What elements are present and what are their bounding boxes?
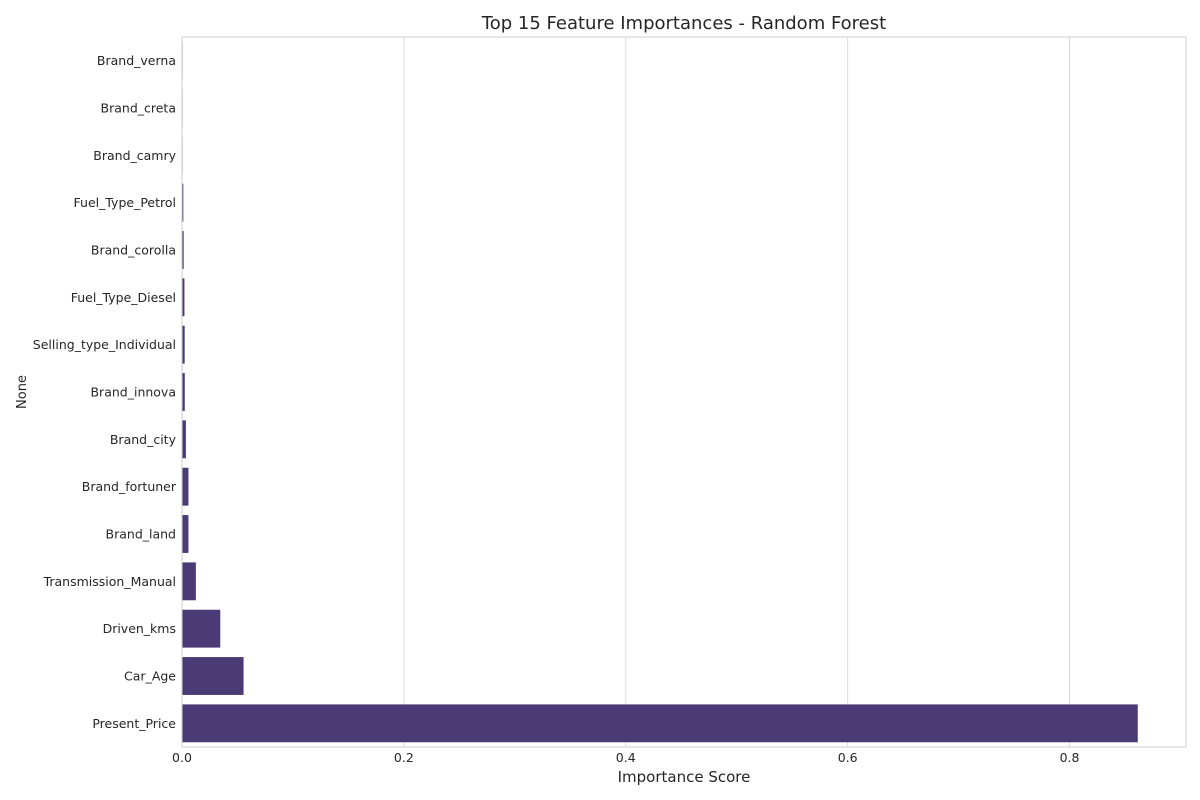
x-tick-label: 0.8	[1060, 750, 1080, 765]
y-tick-label: Brand_creta	[101, 101, 176, 116]
bar-fuel-type-diesel	[182, 278, 185, 317]
bar-brand-innova	[182, 373, 185, 411]
bar-brand-city	[182, 420, 186, 459]
x-tick-label: 0.6	[838, 750, 858, 765]
y-axis-title: None	[15, 375, 30, 409]
bar-brand-fortuner	[182, 467, 189, 506]
y-tick-label: Brand_camry	[93, 148, 176, 163]
grid-lines	[403, 37, 1071, 747]
y-tick-label: Driven_kms	[103, 621, 176, 636]
bar-present-price	[182, 704, 1138, 743]
y-tick-label: Brand_city	[110, 432, 177, 447]
y-tick-label: Brand_verna	[97, 53, 176, 68]
y-tick-label: Brand_fortuner	[82, 479, 177, 494]
x-tick-label: 0.4	[616, 750, 636, 765]
y-tick-label: Present_Price	[92, 716, 176, 731]
bar-brand-land	[182, 515, 189, 553]
y-tick-label: Brand_corolla	[91, 243, 176, 258]
bar-fuel-type-petrol	[182, 183, 184, 222]
y-tick-label: Brand_innova	[90, 385, 176, 400]
x-axis-title: Importance Score	[618, 768, 751, 786]
bar-transmission-manual	[182, 562, 196, 601]
bar-selling-type-individual	[182, 325, 185, 364]
y-tick-label: Car_Age	[124, 669, 176, 684]
bar-driven-kms	[182, 609, 221, 648]
y-tick-label: Transmission_Manual	[43, 574, 176, 589]
y-tick-label: Selling_type_Individual	[33, 337, 176, 352]
x-tick-label: 0.0	[172, 750, 192, 765]
bars	[182, 41, 1138, 743]
chart-title: Top 15 Feature Importances - Random Fore…	[481, 13, 886, 34]
x-tick-labels: 0.0 0.2 0.4 0.6 0.8	[172, 750, 1079, 765]
bar-car-age	[182, 657, 244, 695]
plot-frame	[181, 36, 1187, 748]
y-tick-label: Brand_land	[106, 527, 176, 542]
bar-brand-corolla	[182, 231, 184, 269]
y-tick-label: Fuel_Type_Diesel	[71, 290, 176, 305]
y-tick-labels: Brand_verna Brand_creta Brand_camry Fuel_Ty…	[33, 53, 177, 731]
x-tick-label: 0.2	[394, 750, 414, 765]
y-tick-label: Fuel_Type_Petrol	[74, 195, 176, 210]
